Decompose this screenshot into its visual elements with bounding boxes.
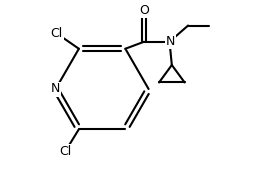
Text: N: N xyxy=(166,35,175,48)
Text: O: O xyxy=(139,4,149,17)
Text: Cl: Cl xyxy=(59,145,71,158)
Text: Cl: Cl xyxy=(51,27,63,40)
Text: N: N xyxy=(51,82,60,96)
